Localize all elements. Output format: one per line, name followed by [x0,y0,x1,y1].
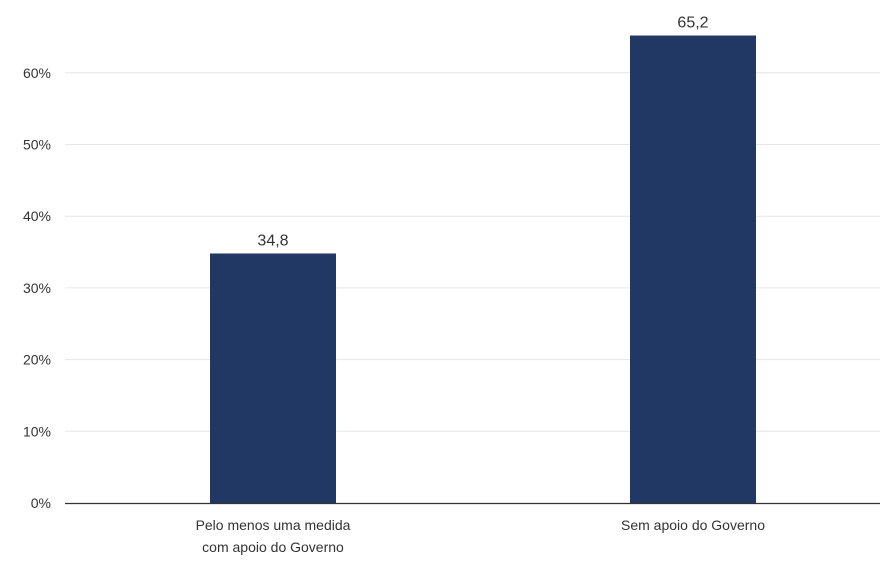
category-label: Pelo menos uma medida [196,517,351,533]
gridlines [65,72,880,432]
data-labels: 34,8 65,2 [257,15,708,250]
y-tick-label: 0% [31,495,51,511]
y-tick-label: 10% [23,423,51,439]
data-label: 34,8 [257,232,288,249]
y-axis-ticks: 0% 10% 20% 30% 40% 50% 60% [23,65,51,511]
y-tick-label: 40% [23,208,51,224]
y-tick-label: 60% [23,65,51,81]
category-label: Sem apoio do Governo [621,517,765,533]
y-tick-label: 20% [23,352,51,368]
bars [210,35,756,504]
bar[interactable] [210,253,336,503]
bar[interactable] [630,35,756,504]
category-labels: Pelo menos uma medida com apoio do Govern… [196,517,766,555]
data-label: 65,2 [677,15,708,32]
category-label: com apoio do Governo [202,539,344,555]
y-tick-label: 30% [23,280,51,296]
y-tick-label: 50% [23,137,51,153]
